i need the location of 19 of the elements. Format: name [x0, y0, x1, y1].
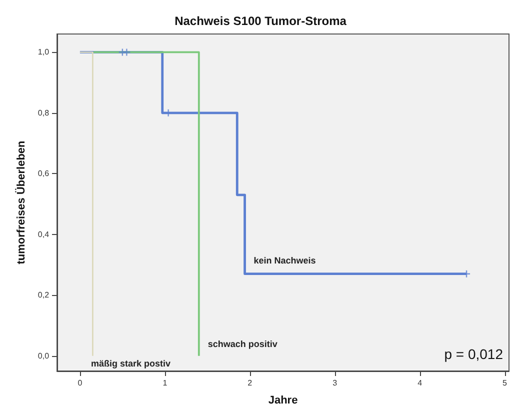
y-tick-label: 0,0	[38, 351, 50, 360]
x-tick-label: 5	[502, 378, 508, 388]
series-label: kein Nachweis	[254, 255, 316, 266]
y-tick-label: 0,6	[38, 169, 50, 178]
x-tick-label: 2	[248, 378, 253, 388]
chart-title: Nachweis S100 Tumor-Stroma	[174, 14, 347, 28]
x-axis-title: Jahre	[268, 394, 298, 406]
x-tick-label: 3	[332, 378, 338, 388]
annotation: p = 0,012	[444, 346, 504, 362]
series-label: mäßig stark postiv	[90, 358, 170, 368]
y-tick-label: 0,4	[38, 230, 50, 239]
x-tick-label: 4	[418, 378, 423, 388]
series-label: schwach positiv	[208, 338, 278, 349]
y-tick-label: 0,2	[38, 290, 50, 300]
y-tick-label: 1,0	[38, 48, 50, 57]
y-axis-title: tumorfreises Überleben	[14, 140, 28, 264]
x-tick-label: 0	[78, 378, 83, 388]
x-tick-label: 1	[162, 378, 168, 388]
y-tick-label: 0,8	[38, 108, 50, 118]
